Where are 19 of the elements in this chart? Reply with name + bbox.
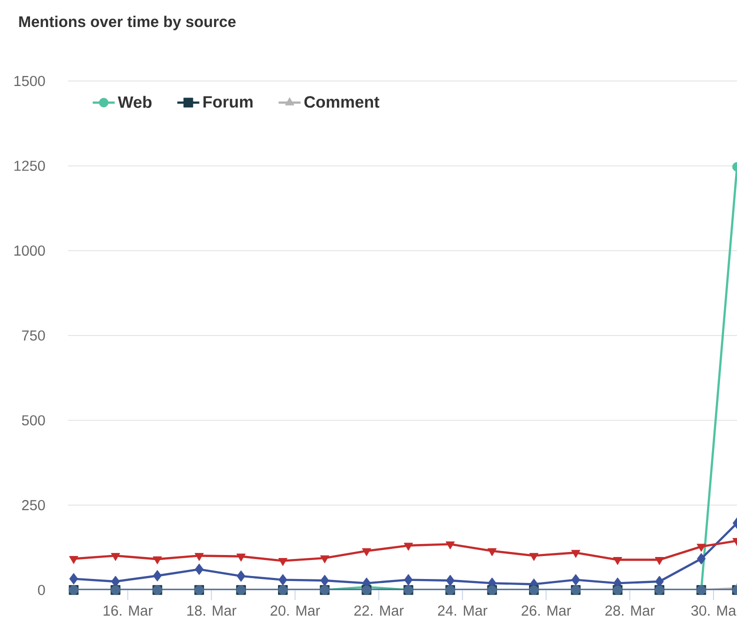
legend-label: Web <box>118 96 152 108</box>
legend-label: Forum <box>203 96 253 108</box>
y-tick-label: 1000 <box>14 246 45 256</box>
legend-label: Comment <box>304 96 380 108</box>
y-tick-label: 750 <box>22 330 45 341</box>
x-tick-label: 26. Mar <box>522 605 572 616</box>
chart-title: Mentions over time by source <box>19 16 236 30</box>
x-tick-label: 30. Ma <box>691 605 736 616</box>
x-tick-label: 28. Mar <box>605 605 655 616</box>
y-tick-label: 0 <box>38 584 45 596</box>
y-tick-label: 250 <box>22 500 45 510</box>
x-tick-label: 18. Mar <box>187 605 236 616</box>
x-tick-label: 20. Mar <box>270 605 320 616</box>
x-tick-label: 24. Mar <box>438 605 488 616</box>
x-tick-label: 22. Mar <box>354 605 404 616</box>
y-tick-label: 500 <box>22 415 45 426</box>
x-tick-label: 16. Mar <box>104 605 153 616</box>
y-tick-label: 1250 <box>14 160 45 171</box>
y-tick-label: 1500 <box>14 76 45 86</box>
